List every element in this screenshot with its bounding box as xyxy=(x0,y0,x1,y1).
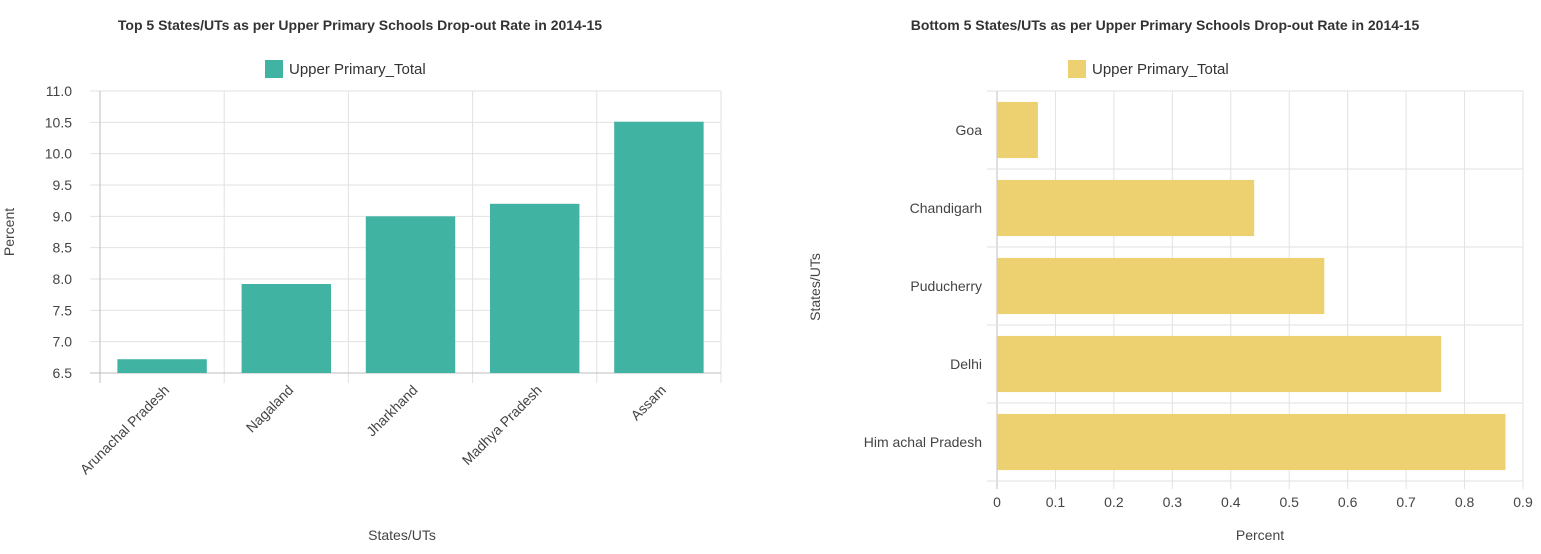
bottom5-bar-chart: Bottom 5 States/UTs as per Upper Primary… xyxy=(807,17,1533,543)
y-tick-label: Puducherry xyxy=(910,278,982,294)
x-tick-label: Assam xyxy=(627,382,669,424)
x-tick-label: 0.2 xyxy=(1104,494,1124,510)
y-tick-label: 9.0 xyxy=(53,208,73,224)
y-tick-label: 10.5 xyxy=(45,114,72,130)
y-axis-title: States/UTs xyxy=(807,253,823,321)
x-tick-label: Nagaland xyxy=(243,382,297,436)
bar xyxy=(614,121,704,373)
y-tick-label: Delhi xyxy=(950,356,982,372)
y-axis-title: Percent xyxy=(1,208,17,256)
x-axis-title: Percent xyxy=(1236,527,1284,543)
x-tick-label: 0.7 xyxy=(1396,494,1416,510)
x-tick-label: 0.5 xyxy=(1279,494,1299,510)
x-tick-label: Jharkhand xyxy=(363,382,421,440)
y-tick-label: Him achal Pradesh xyxy=(864,434,982,450)
x-tick-label: 0.6 xyxy=(1338,494,1358,510)
y-tick-label: 9.5 xyxy=(53,177,73,193)
x-tick-label: Arunachal Pradesh xyxy=(77,382,173,478)
bar xyxy=(997,335,1442,393)
y-tick-label: 8.0 xyxy=(53,271,73,287)
chart-title: Bottom 5 States/UTs as per Upper Primary… xyxy=(911,17,1420,33)
bar xyxy=(117,359,207,373)
y-tick-label: 7.0 xyxy=(53,334,73,350)
legend-label[interactable]: Upper Primary_Total xyxy=(1092,61,1229,78)
x-tick-label: 0.3 xyxy=(1163,494,1183,510)
y-tick-label: Chandigarh xyxy=(910,200,982,216)
x-tick-label: 0.8 xyxy=(1455,494,1475,510)
bar xyxy=(241,284,332,373)
y-tick-label: 6.5 xyxy=(53,365,73,381)
bar xyxy=(489,203,580,373)
y-tick-label: 7.5 xyxy=(53,302,73,318)
bar xyxy=(365,216,456,373)
x-tick-label: 0 xyxy=(993,494,1001,510)
legend-swatch[interactable] xyxy=(265,60,283,78)
y-tick-label: 10.0 xyxy=(45,146,72,162)
bar xyxy=(997,413,1506,471)
x-tick-label: 0.4 xyxy=(1221,494,1241,510)
bottom5-chart-panel: Bottom 5 States/UTs as per Upper Primary… xyxy=(770,0,1541,554)
chart-title: Top 5 States/UTs as per Upper Primary Sc… xyxy=(118,17,602,33)
bar xyxy=(997,101,1038,159)
x-tick-label: 0.9 xyxy=(1513,494,1533,510)
x-axis-title: States/UTs xyxy=(368,527,436,543)
y-tick-label: Goa xyxy=(956,122,983,138)
x-tick-label: 0.1 xyxy=(1046,494,1066,510)
bar xyxy=(997,257,1325,315)
legend-label[interactable]: Upper Primary_Total xyxy=(289,61,426,78)
x-tick-label: Madhya Pradesh xyxy=(459,382,545,468)
top5-chart-panel: Top 5 States/UTs as per Upper Primary Sc… xyxy=(0,0,770,554)
y-tick-label: 8.5 xyxy=(53,240,73,256)
bar xyxy=(997,179,1255,237)
y-tick-label: 11.0 xyxy=(46,83,72,99)
legend-swatch[interactable] xyxy=(1068,60,1086,78)
top5-bar-chart: Top 5 States/UTs as per Upper Primary Sc… xyxy=(1,17,722,543)
